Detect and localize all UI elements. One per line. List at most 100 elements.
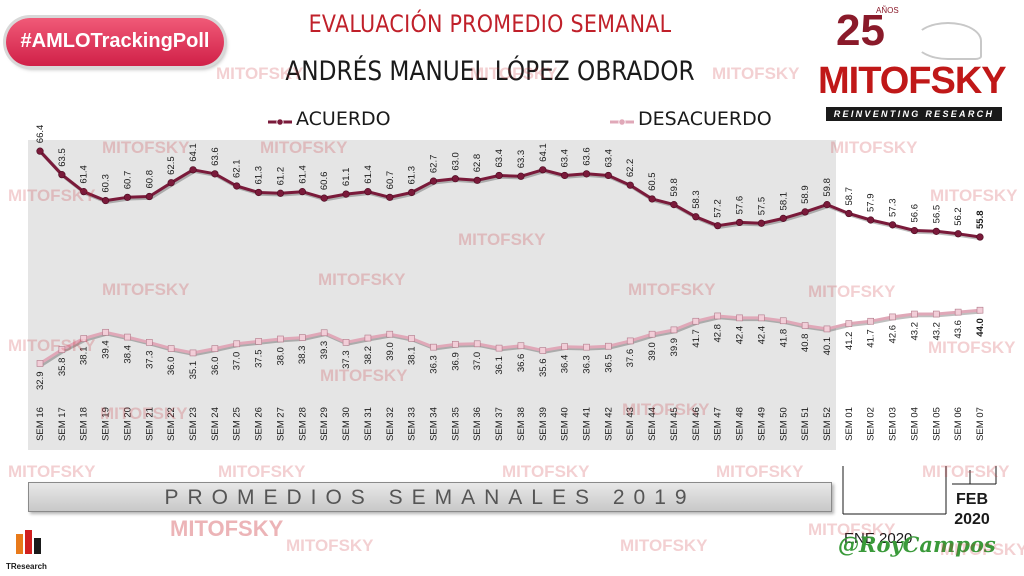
logo-anos: AÑOS — [876, 6, 899, 15]
value-label-acuerdo: 66.4 — [35, 125, 46, 144]
acuerdo-point — [58, 171, 66, 179]
x-tick-label: SEM 05 — [931, 407, 942, 441]
value-label-desacuerdo: 41.7 — [866, 329, 877, 348]
acuerdo-point — [342, 190, 350, 198]
acuerdo-point — [604, 171, 612, 180]
value-label-desacuerdo: 36.4 — [560, 355, 571, 374]
feb-year: 2020 — [954, 511, 990, 528]
desacuerdo-point — [430, 343, 437, 351]
value-label-acuerdo: 56.2 — [953, 207, 964, 226]
x-tick-label: SEM 52 — [822, 407, 833, 441]
desacuerdo-point — [36, 360, 44, 367]
x-tick-label: SEM 17 — [57, 407, 68, 441]
desacuerdo-point — [102, 328, 109, 336]
x-tick-label: SEM 45 — [669, 407, 680, 441]
desacuerdo-point — [386, 330, 394, 338]
value-label-acuerdo: 58.3 — [691, 190, 702, 209]
desacuerdo-point — [779, 317, 787, 325]
value-label-desacuerdo: 36.6 — [516, 354, 527, 373]
x-tick-label: SEM 39 — [538, 407, 549, 441]
value-label-desacuerdo: 40.8 — [800, 334, 811, 353]
x-tick-label: SEM 32 — [385, 407, 396, 441]
desacuerdo-point — [845, 320, 853, 327]
desacuerdo-point — [58, 346, 66, 353]
x-tick-label: SEM 27 — [276, 407, 287, 441]
desacuerdo-point — [167, 345, 175, 352]
acuerdo-point — [845, 209, 853, 218]
value-label-acuerdo: 58.7 — [844, 187, 855, 206]
value-label-acuerdo: 60.7 — [385, 171, 396, 190]
desacuerdo-point — [342, 339, 350, 346]
acuerdo-point — [320, 194, 328, 202]
acuerdo-point — [910, 226, 919, 235]
value-label-acuerdo: 61.4 — [363, 165, 374, 184]
value-label-desacuerdo: 39.0 — [647, 342, 658, 361]
chart-background — [28, 140, 836, 450]
value-label-acuerdo: 60.7 — [122, 171, 133, 190]
value-label-acuerdo: 63.5 — [57, 148, 68, 167]
x-tick-label: SEM 51 — [800, 407, 811, 441]
desacuerdo-point — [517, 342, 525, 350]
signature: @RoyCampos — [838, 532, 996, 557]
value-label-desacuerdo: 35.6 — [538, 359, 549, 378]
acuerdo-point — [167, 179, 175, 187]
value-label-desacuerdo: 41.7 — [691, 329, 702, 348]
value-label-acuerdo: 58.1 — [778, 192, 789, 211]
desacuerdo-point — [736, 314, 743, 322]
value-label-desacuerdo: 38.3 — [297, 346, 308, 365]
feb-month: FEB — [956, 491, 988, 508]
x-tick-label: SEM 33 — [407, 407, 418, 441]
acuerdo-point — [932, 227, 940, 235]
acuerdo-point — [692, 213, 700, 221]
acuerdo-point — [517, 172, 525, 180]
desacuerdo-point — [473, 340, 481, 348]
value-label-acuerdo: 61.3 — [254, 166, 265, 185]
x-tick-label: SEM 44 — [647, 407, 658, 441]
value-label-acuerdo: 63.4 — [560, 149, 571, 168]
value-label-acuerdo: 63.4 — [603, 149, 614, 168]
logo-tagline: REINVENTING RESEARCH — [826, 107, 1002, 121]
value-label-desacuerdo: 36.9 — [450, 352, 461, 371]
acuerdo-point — [189, 166, 197, 174]
acuerdo-point — [451, 175, 459, 183]
value-label-desacuerdo: 39.3 — [319, 341, 330, 360]
acuerdo-point — [495, 171, 503, 180]
value-label-desacuerdo: 43.6 — [953, 320, 964, 339]
value-label-desacuerdo: 41.2 — [844, 332, 855, 351]
value-label-acuerdo: 59.8 — [822, 178, 833, 197]
value-label-acuerdo: 57.3 — [888, 198, 899, 217]
series-line-shadow — [40, 151, 982, 241]
acuerdo-point — [36, 147, 44, 155]
period-banner-2019: PROMEDIOS SEMANALES 2019 — [28, 482, 832, 512]
value-label-desacuerdo: 36.3 — [428, 355, 439, 374]
legend-point-marker — [276, 118, 284, 126]
acuerdo-point — [211, 170, 219, 178]
value-label-desacuerdo: 42.8 — [713, 324, 724, 343]
acuerdo-point — [801, 208, 809, 216]
value-label-acuerdo: 63.4 — [494, 149, 505, 168]
acuerdo-point — [561, 171, 569, 180]
x-tick-label: SEM 21 — [144, 407, 155, 441]
desacuerdo-point — [299, 334, 306, 341]
acuerdo-point — [364, 188, 372, 196]
value-label-acuerdo: 56.5 — [931, 205, 942, 224]
desacuerdo-point — [932, 310, 940, 318]
acuerdo-point — [735, 218, 744, 227]
tresearch-logo: TResearch — [4, 526, 64, 574]
acuerdo-point — [255, 188, 263, 197]
value-label-desacuerdo: 42.4 — [734, 326, 745, 345]
x-tick-label: SEM 22 — [166, 407, 177, 441]
x-tick-label: SEM 23 — [188, 407, 199, 441]
acuerdo-point — [779, 214, 787, 222]
value-label-desacuerdo: 41.8 — [778, 329, 789, 348]
logo-25: 25 — [836, 6, 885, 55]
acuerdo-point — [101, 196, 110, 205]
acuerdo-point — [473, 176, 481, 184]
value-label-desacuerdo: 42.6 — [888, 325, 899, 344]
acuerdo-point — [954, 230, 962, 238]
value-label-acuerdo: 57.2 — [713, 199, 724, 218]
acuerdo-point — [276, 189, 285, 197]
logo-swirl-icon — [914, 22, 982, 60]
value-label-acuerdo: 61.3 — [407, 166, 418, 185]
